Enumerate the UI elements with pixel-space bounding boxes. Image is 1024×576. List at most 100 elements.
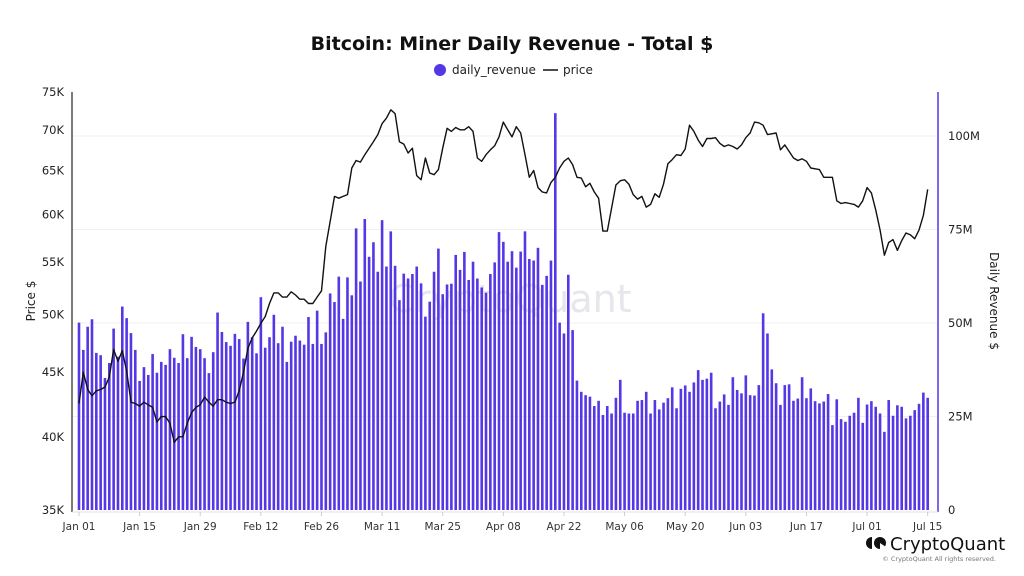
revenue-bar — [151, 354, 154, 510]
revenue-bar — [398, 300, 401, 510]
revenue-bar — [454, 254, 458, 510]
revenue-bar — [510, 251, 514, 510]
revenue-bar — [359, 281, 362, 510]
revenue-bar — [675, 408, 678, 510]
revenue-bar — [579, 391, 583, 510]
revenue-bar — [393, 265, 397, 510]
right-tick-label: 50M — [948, 316, 973, 330]
revenue-bar — [748, 395, 752, 510]
daily-revenue-bars — [77, 113, 929, 511]
watermark: CryptoQuant — [388, 277, 631, 321]
revenue-bar — [627, 413, 631, 510]
revenue-bar — [437, 248, 440, 510]
left-tick-label: 75K — [42, 85, 65, 99]
revenue-bar — [610, 413, 613, 510]
revenue-bar — [666, 398, 670, 510]
left-tick-label: 70K — [42, 123, 65, 137]
revenue-bar — [649, 413, 652, 510]
revenue-bar — [740, 393, 743, 510]
revenue-bar — [155, 372, 159, 510]
revenue-bar — [233, 333, 237, 510]
revenue-bar — [450, 283, 453, 510]
legend: daily_revenue price — [434, 63, 593, 77]
left-axis-title: Price $ — [24, 281, 38, 322]
revenue-bar — [432, 271, 436, 510]
revenue-bar — [731, 377, 735, 510]
right-axis-title: Daily Revenue $ — [987, 252, 1001, 350]
revenue-bar — [766, 333, 769, 510]
revenue-bar — [532, 260, 535, 510]
revenue-bar — [722, 394, 726, 510]
revenue-bar — [852, 412, 856, 510]
x-tick-label: Jun 17 — [789, 521, 823, 533]
revenue-bar — [848, 415, 852, 510]
revenue-bar — [363, 219, 367, 510]
revenue-bar — [246, 321, 250, 510]
price-line — [78, 109, 929, 443]
revenue-bar — [770, 369, 774, 510]
x-tick-label: Apr 22 — [547, 521, 582, 533]
revenue-bar — [103, 377, 107, 510]
revenue-bar — [822, 401, 826, 510]
logo-text: CryptoQuant — [890, 534, 1005, 555]
legend-revenue-marker — [434, 64, 446, 76]
copyright-text: © CryptoQuant All rights reserved. — [882, 555, 996, 563]
revenue-bar — [116, 356, 120, 510]
revenue-bar — [406, 278, 410, 510]
revenue-bar — [99, 355, 102, 510]
revenue-bar — [458, 269, 462, 510]
x-tick-label: May 20 — [666, 521, 704, 533]
revenue-bar — [272, 314, 276, 510]
revenue-bar — [263, 347, 267, 510]
revenue-bar — [441, 294, 445, 510]
revenue-bar — [605, 406, 609, 510]
revenue-bar — [108, 363, 111, 510]
revenue-bar — [554, 113, 557, 510]
revenue-bar — [315, 310, 319, 510]
revenue-bar — [878, 413, 882, 510]
revenue-bar — [181, 334, 185, 510]
revenue-bar — [389, 231, 393, 510]
revenue-bar — [276, 343, 280, 510]
revenue-bar — [796, 398, 800, 510]
revenue-bar — [220, 331, 224, 510]
revenue-bar — [783, 385, 787, 510]
revenue-bar — [597, 400, 600, 510]
revenue-bar — [519, 251, 522, 511]
revenue-bar — [159, 361, 163, 510]
revenue-bar — [129, 333, 133, 510]
revenue-bar — [372, 242, 375, 510]
revenue-bar — [86, 326, 89, 510]
left-axis-ticks: 35K 40K 45K 50K 55K 60K 65K 70K 75K — [42, 85, 65, 517]
revenue-bar — [298, 340, 302, 510]
revenue-bar — [913, 410, 916, 510]
revenue-bar — [320, 343, 323, 510]
revenue-bar — [623, 412, 626, 510]
revenue-bar — [896, 405, 899, 510]
revenue-bar — [683, 385, 687, 510]
revenue-bar — [289, 341, 293, 510]
revenue-bar — [445, 284, 449, 510]
revenue-bar — [839, 419, 843, 510]
revenue-bar — [203, 358, 206, 510]
revenue-bar — [428, 301, 432, 510]
revenue-bar — [346, 277, 349, 510]
revenue-bar — [341, 318, 345, 510]
revenue-bar — [164, 364, 167, 510]
cryptoquant-logo-icon — [866, 537, 886, 549]
revenue-bar — [562, 333, 566, 510]
revenue-bar — [302, 344, 306, 510]
x-tick-label: Jan 29 — [183, 521, 217, 533]
revenue-bar — [333, 302, 336, 510]
revenue-bar — [133, 349, 137, 510]
revenue-bar — [727, 404, 730, 510]
revenue-bar — [891, 415, 895, 510]
revenue-bar — [861, 422, 865, 510]
revenue-bar — [307, 317, 310, 510]
revenue-bar — [800, 377, 804, 510]
left-tick-label: 55K — [42, 255, 65, 269]
x-tick-label: Jan 15 — [122, 521, 156, 533]
revenue-bar — [588, 396, 592, 510]
revenue-bar — [844, 421, 847, 510]
revenue-bar — [826, 394, 830, 510]
